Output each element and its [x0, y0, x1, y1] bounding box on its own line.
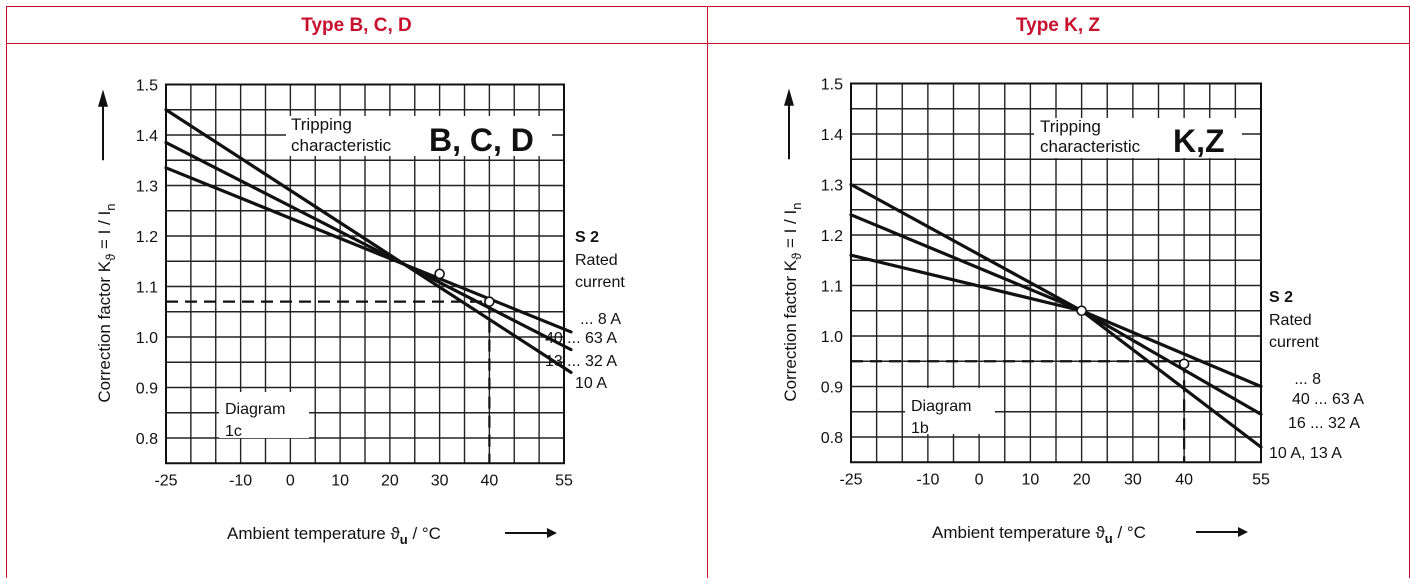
diagram-label-line2: 1b	[911, 420, 929, 437]
legend-head-rated: Rated	[1269, 312, 1312, 329]
series-line-1	[164, 140, 573, 352]
chart-title-line2: characteristic	[291, 136, 392, 155]
y-tick-label: 0.9	[821, 380, 843, 397]
x-tick-label: 20	[381, 472, 399, 489]
chart-title-line2: characteristic	[1040, 137, 1141, 156]
title-box	[286, 116, 552, 156]
legend-head-current: current	[575, 274, 625, 291]
x-tick-label: 20	[1073, 471, 1091, 488]
y-axis-arrow-head	[784, 88, 794, 106]
chart-cell-bcd: Tripping characteristic B, C, D Diagram 1c 0.…	[7, 44, 707, 578]
y-tick-label: 0.8	[821, 430, 843, 447]
legend-item-1: 40 ... 63 A	[545, 330, 617, 347]
series-line-2	[164, 108, 573, 374]
x-axis-label: Ambient temperature ϑu / °C	[227, 524, 441, 547]
y-tick-label: 0.9	[136, 381, 158, 398]
y-tick-label: 1.1	[136, 280, 158, 297]
chart-cell-kz: Tripping characteristic K,Z Diagram 1b 0.8 0.9…	[708, 44, 1409, 578]
marker-point-0	[1076, 305, 1087, 317]
y-tick-label: 1.2	[136, 229, 158, 246]
y-tick-label: 1.5	[821, 77, 843, 94]
x-tick-label: 30	[431, 472, 449, 489]
x-tick-label: 10	[331, 472, 349, 489]
x-tick-label: -10	[916, 471, 939, 488]
legend-item-0: ... 8	[1294, 371, 1321, 388]
y-tick-label: 1.0	[821, 329, 843, 346]
x-tick-label: -10	[229, 472, 252, 489]
x-tick-label: -25	[839, 471, 862, 488]
x-tick-label: 40	[1175, 471, 1193, 488]
legend-head-s2: S 2	[575, 229, 599, 246]
y-axis-label: Correction factor Kϑ = I / In	[781, 203, 804, 402]
y-tick-label: 1.3	[821, 178, 843, 195]
y-tick-label: 1.5	[136, 78, 158, 95]
plot-frame	[165, 83, 565, 465]
x-tick-label: 55	[1252, 471, 1270, 488]
legend-item-2: 13 ... 32 A	[545, 353, 617, 370]
plot-area: Tripping characteristic B, C, D Diagram 1c 0.…	[95, 78, 625, 548]
legend-head-s2: S 2	[1269, 289, 1293, 306]
y-tick-label: 1.0	[136, 330, 158, 347]
chart-title-line1: Tripping	[1040, 117, 1101, 136]
plot-frame	[850, 82, 1262, 464]
legend-item-0: ... 8 A	[580, 311, 621, 328]
legend-head-rated: Rated	[575, 252, 618, 269]
x-tick-label: 30	[1124, 471, 1142, 488]
chart-title-big: K,Z	[1173, 123, 1225, 159]
diagram-label-line1: Diagram	[225, 401, 285, 418]
diagram-label-box	[905, 388, 995, 434]
diagram-label-line1: Diagram	[911, 398, 971, 415]
y-tick-label: 1.3	[136, 179, 158, 196]
y-axis-arrow-head	[98, 89, 108, 107]
table-center-divider	[707, 6, 708, 578]
y-tick-label: 1.2	[821, 228, 843, 245]
x-tick-label: 0	[975, 471, 984, 488]
x-tick-label: -25	[154, 472, 177, 489]
legend-item-3: 10 A	[575, 375, 607, 392]
legend-item-1: 40 ... 63 A	[1292, 391, 1364, 408]
legend-item-2: 16 ... 32 A	[1288, 415, 1360, 432]
y-axis-label: Correction factor Kϑ = I / In	[95, 204, 118, 403]
legend-head-current: current	[1269, 334, 1319, 351]
chart-title-line1: Tripping	[291, 115, 352, 134]
diagram-label-box	[219, 392, 309, 438]
header-type-kz: Type K, Z	[707, 6, 1409, 44]
diagram-label-line2: 1c	[225, 423, 242, 440]
y-tick-label: 0.8	[136, 431, 158, 448]
y-tick-label: 1.1	[821, 279, 843, 296]
header-type-bcd: Type B, C, D	[6, 6, 707, 44]
marker-point-0	[434, 268, 445, 280]
y-tick-label: 1.4	[821, 127, 843, 144]
x-tick-label: 55	[555, 472, 573, 489]
x-tick-label: 0	[286, 472, 295, 489]
title-box	[1034, 118, 1242, 158]
table-left-border	[6, 6, 7, 578]
marker-point-1	[484, 296, 495, 307]
x-axis-label: Ambient temperature ϑu / °C	[932, 523, 1146, 546]
legend-item-3: 10 A, 13 A	[1269, 445, 1342, 462]
series-line-0	[164, 166, 573, 334]
x-axis-arrow-head	[1238, 527, 1248, 537]
chart-title-big: B, C, D	[429, 122, 534, 158]
x-tick-label: 10	[1021, 471, 1039, 488]
y-tick-label: 1.4	[136, 128, 158, 145]
x-tick-label: 40	[480, 472, 498, 489]
x-axis-arrow-head	[547, 528, 557, 538]
chart-bcd: Tripping characteristic B, C, D Diagram 1c 0.…	[95, 78, 625, 548]
marker-point-1	[1178, 358, 1190, 370]
